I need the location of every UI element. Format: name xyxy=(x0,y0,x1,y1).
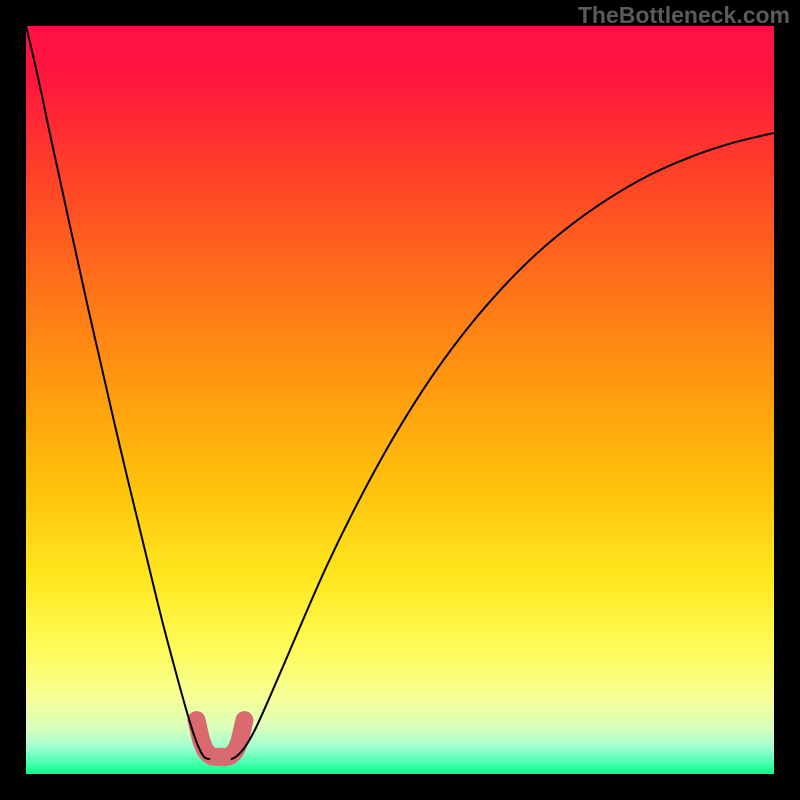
valley-highlight xyxy=(197,720,245,757)
curve-left-branch xyxy=(26,26,209,759)
watermark-text: TheBottleneck.com xyxy=(578,2,790,29)
plot-area xyxy=(26,26,774,774)
curve-right-branch xyxy=(232,133,774,759)
curve-layer xyxy=(26,26,774,774)
chart-stage: TheBottleneck.com xyxy=(0,0,800,800)
